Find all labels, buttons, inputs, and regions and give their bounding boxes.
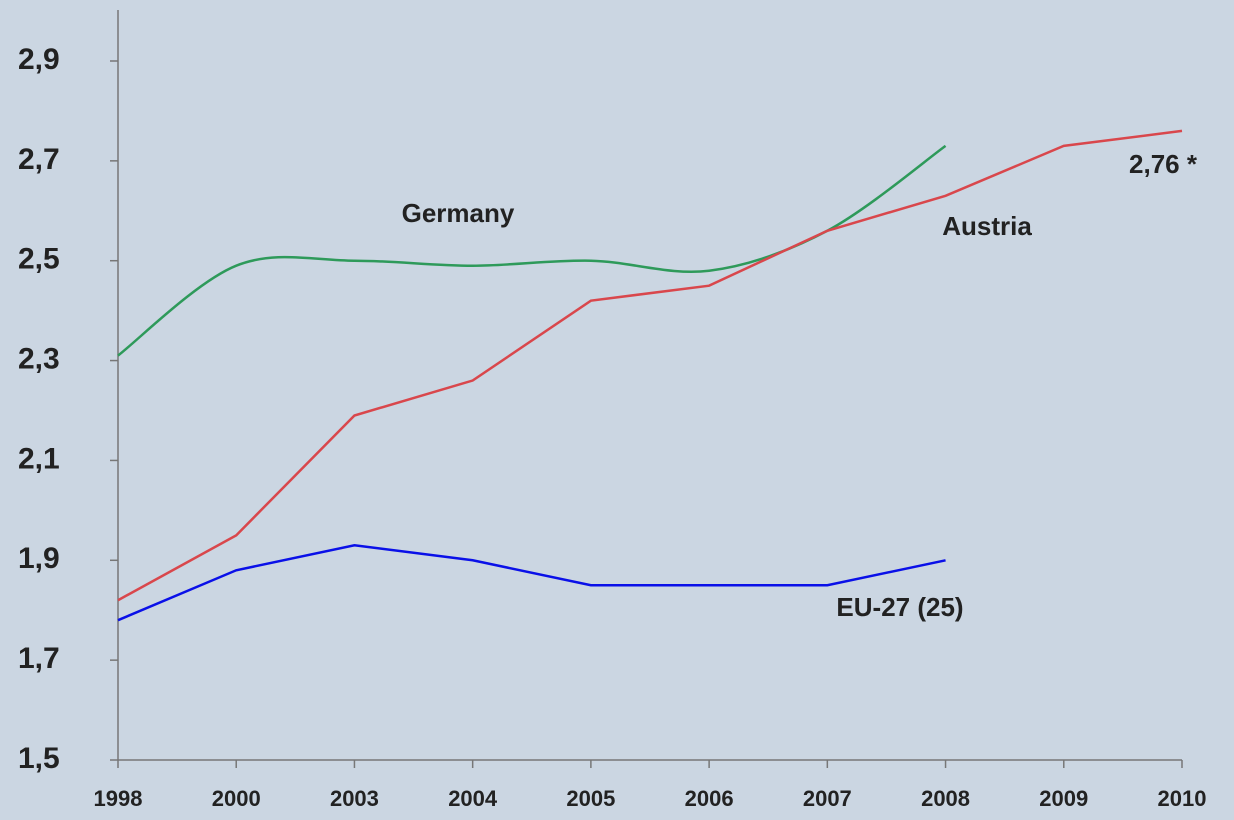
y-tick-label: 2,1 — [18, 442, 60, 475]
x-tick-label: 2003 — [330, 786, 379, 811]
line-series — [117, 129, 1183, 602]
x-tick-label: 2009 — [1039, 786, 1088, 811]
x-tick-label: 2007 — [803, 786, 852, 811]
x-tick-label: 2004 — [448, 786, 498, 811]
x-tick-label: 2000 — [212, 786, 261, 811]
x-tick-label: 1998 — [94, 786, 143, 811]
y-tick-label: 2,5 — [18, 243, 60, 276]
y-tick-label: 2,7 — [18, 143, 60, 176]
series-label: Germany — [402, 198, 515, 228]
x-tick-label: 2010 — [1158, 786, 1207, 811]
y-tick-label: 2,9 — [18, 43, 60, 76]
series-label: Austria — [942, 211, 1032, 241]
y-tick-label: 1,9 — [18, 542, 60, 575]
x-tick-label: 2006 — [685, 786, 734, 811]
y-tick-label: 1,7 — [18, 642, 60, 675]
series-label: EU-27 (25) — [836, 592, 963, 622]
y-tick-label: 2,3 — [18, 342, 60, 375]
y-tick-label: 1,5 — [18, 742, 60, 775]
annotation: 2,76 * — [1129, 149, 1198, 179]
x-tick-label: 2005 — [566, 786, 615, 811]
line-series — [117, 544, 946, 622]
x-tick-label: 2008 — [921, 786, 970, 811]
